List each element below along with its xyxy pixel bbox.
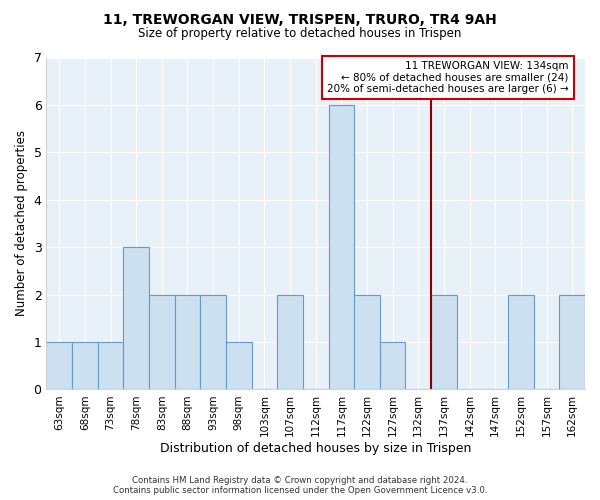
Bar: [46, 342, 72, 390]
Bar: [354, 294, 380, 390]
Bar: [149, 294, 175, 390]
Bar: [124, 247, 149, 390]
Bar: [431, 294, 457, 390]
Bar: [559, 294, 585, 390]
X-axis label: Distribution of detached houses by size in Trispen: Distribution of detached houses by size …: [160, 442, 472, 455]
Y-axis label: Number of detached properties: Number of detached properties: [15, 130, 28, 316]
Text: Size of property relative to detached houses in Trispen: Size of property relative to detached ho…: [139, 28, 461, 40]
Bar: [175, 294, 200, 390]
Bar: [277, 294, 303, 390]
Bar: [200, 294, 226, 390]
Bar: [98, 342, 124, 390]
Text: 11 TREWORGAN VIEW: 134sqm
← 80% of detached houses are smaller (24)
20% of semi-: 11 TREWORGAN VIEW: 134sqm ← 80% of detac…: [327, 61, 569, 94]
Bar: [380, 342, 406, 390]
Text: Contains HM Land Registry data © Crown copyright and database right 2024.
Contai: Contains HM Land Registry data © Crown c…: [113, 476, 487, 495]
Text: 11, TREWORGAN VIEW, TRISPEN, TRURO, TR4 9AH: 11, TREWORGAN VIEW, TRISPEN, TRURO, TR4 …: [103, 12, 497, 26]
Bar: [72, 342, 98, 390]
Bar: [508, 294, 534, 390]
Bar: [329, 105, 354, 390]
Bar: [226, 342, 251, 390]
